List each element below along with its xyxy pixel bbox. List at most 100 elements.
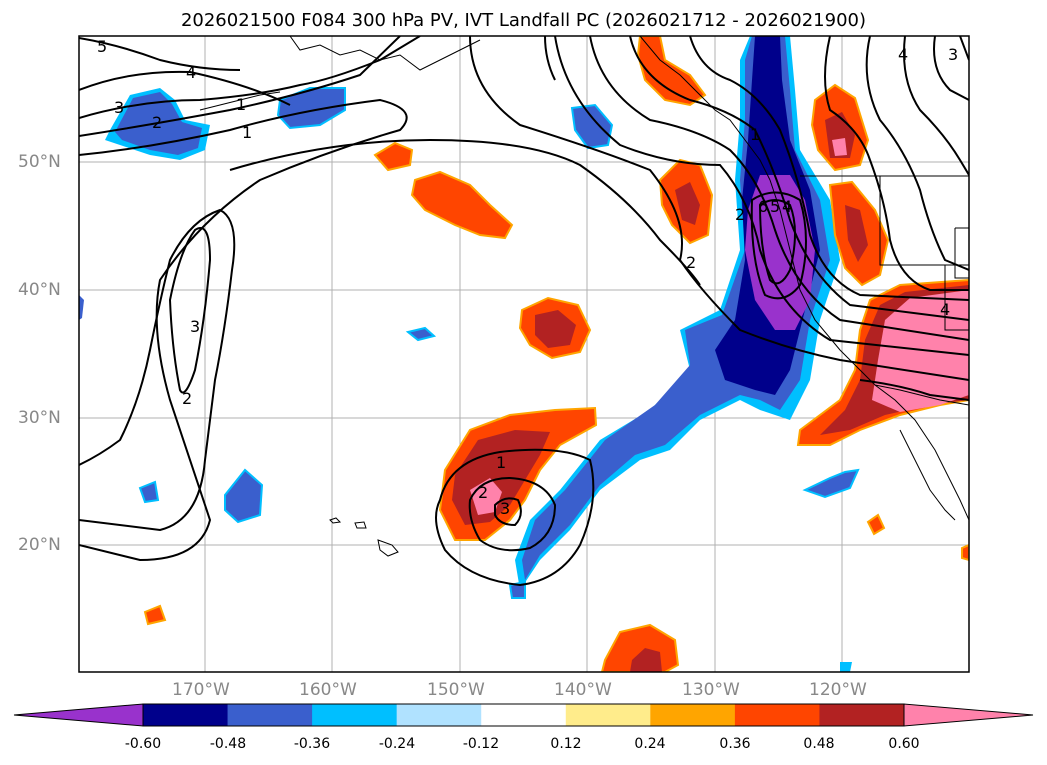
pv-contours	[79, 36, 969, 587]
plot-frame	[78, 35, 970, 673]
contour-ring-2	[468, 476, 557, 552]
border-box-ne	[954, 227, 969, 279]
colorbar-tick-label: 0.60	[888, 736, 920, 752]
red-blob-s	[630, 648, 662, 672]
colorbar-tick-label: 0.24	[634, 736, 666, 752]
border-inland2	[944, 265, 969, 331]
colorbar-tick-label: -0.24	[378, 736, 416, 752]
blue-blob-w2	[138, 480, 160, 504]
colorbar-segment	[227, 704, 313, 726]
coastline-bc	[639, 36, 771, 181]
lon-label-120w: 120°W	[809, 680, 867, 700]
orange-blob-47n	[410, 170, 514, 240]
blue-blob-mid	[570, 103, 614, 150]
colorbar-tick-label: 0.12	[550, 736, 582, 752]
contour-n-top	[544, 36, 556, 81]
colorbar-tick-label: 0.48	[803, 736, 835, 752]
contour-label: 1	[242, 123, 252, 142]
blue-blob-e	[802, 468, 860, 499]
colorbar-segment	[143, 704, 229, 726]
contour-label: 3	[190, 317, 200, 336]
contour-nw-4	[79, 70, 291, 106]
red-blob-40n	[535, 310, 576, 348]
colorbar-segment	[396, 704, 482, 726]
contour-label: 4	[940, 300, 950, 319]
lat-label-20n: 20°N	[18, 535, 61, 555]
contour-main-2	[469, 36, 969, 381]
contour-central-1	[229, 138, 701, 286]
hawaii-1	[329, 517, 342, 524]
contour-label: 4	[782, 197, 792, 216]
coastline-west-us	[769, 179, 969, 521]
coastline-baja	[899, 429, 956, 521]
colorbar-segment	[650, 704, 736, 726]
lon-label-150w: 150°W	[427, 680, 485, 700]
pink-blob-ne	[832, 138, 847, 156]
contour-right-band1	[554, 36, 969, 356]
contour-label: 1	[750, 125, 760, 144]
lon-label-160w: 160°W	[299, 680, 357, 700]
border-us-mexico	[874, 384, 969, 406]
contour-label: 1	[496, 453, 506, 472]
contour-label: 4	[898, 45, 908, 64]
contour-label: 3	[500, 499, 510, 518]
contour-ne-4	[933, 36, 969, 101]
hawaii-2	[354, 521, 367, 529]
colorbar-segment	[819, 704, 905, 726]
colorbar-tick-label: -0.12	[462, 736, 500, 752]
colorbar-extend-right	[903, 703, 1034, 727]
colorbar-segment	[481, 704, 567, 726]
blue-blob-w1	[224, 468, 264, 524]
contour-labels: 5 4 3 2 1 1 3 2 2 1 2 3 4 4 3 6 5 4 1 2	[97, 37, 958, 518]
contour-label: 6	[758, 197, 768, 216]
contour-nw-5	[79, 37, 241, 71]
colorbar-segment	[734, 704, 820, 726]
contour-west-2a	[79, 208, 236, 532]
contour-label: 2	[735, 205, 745, 224]
orange-blob-50n	[373, 141, 414, 172]
blue-blob-tiny	[405, 326, 437, 342]
lat-label-40n: 40°N	[18, 280, 61, 300]
contour-west-3	[168, 227, 212, 394]
orange-blob-sw	[143, 604, 167, 626]
colorbar-frame	[142, 703, 905, 727]
contour-ne-3	[903, 36, 969, 176]
contour-right-band4	[689, 36, 969, 301]
colorbar-tick-label: -0.48	[209, 736, 247, 752]
lat-label-30n: 30°N	[18, 408, 61, 428]
coastlines	[199, 36, 969, 557]
blue-blob-s	[508, 580, 526, 599]
contour-ne-2	[865, 36, 969, 271]
contour-label: 2	[182, 389, 192, 408]
orange-blob-se3	[961, 543, 969, 562]
contour-label: 3	[114, 98, 124, 117]
contour-label: 2	[478, 483, 488, 502]
colorbar-segment	[565, 704, 651, 726]
contour-right-band2	[589, 36, 969, 341]
contour-label: 2	[152, 113, 162, 132]
contour-label: 4	[186, 63, 196, 82]
border-inland	[879, 176, 969, 266]
contour-nw-3	[79, 36, 421, 119]
contour-right-band3	[629, 36, 969, 321]
colorbar-tick-label: -0.36	[293, 736, 331, 752]
red-blob-131w	[675, 182, 700, 225]
contour-ring-3	[494, 497, 522, 527]
contour-purple-6	[758, 199, 796, 285]
contour-label: 1	[236, 95, 246, 114]
lon-label-130w: 130°W	[682, 680, 740, 700]
blue-blob-se	[840, 662, 852, 672]
hawaii-3	[377, 539, 399, 557]
colorbar-segment	[312, 704, 398, 726]
orange-blob-se2	[866, 513, 886, 536]
contour-ne-1	[824, 36, 969, 291]
contour-label: 5	[770, 197, 780, 216]
contour-label: 3	[948, 45, 958, 64]
contour-nw-2	[79, 36, 401, 137]
map-title: 2026021500 F084 300 hPa PV, IVT Landfall…	[180, 10, 867, 31]
contour-purple-5	[750, 191, 807, 300]
lon-label-170w: 170°W	[172, 680, 230, 700]
contour-se-low	[859, 379, 969, 401]
contour-label: 2	[686, 253, 696, 272]
